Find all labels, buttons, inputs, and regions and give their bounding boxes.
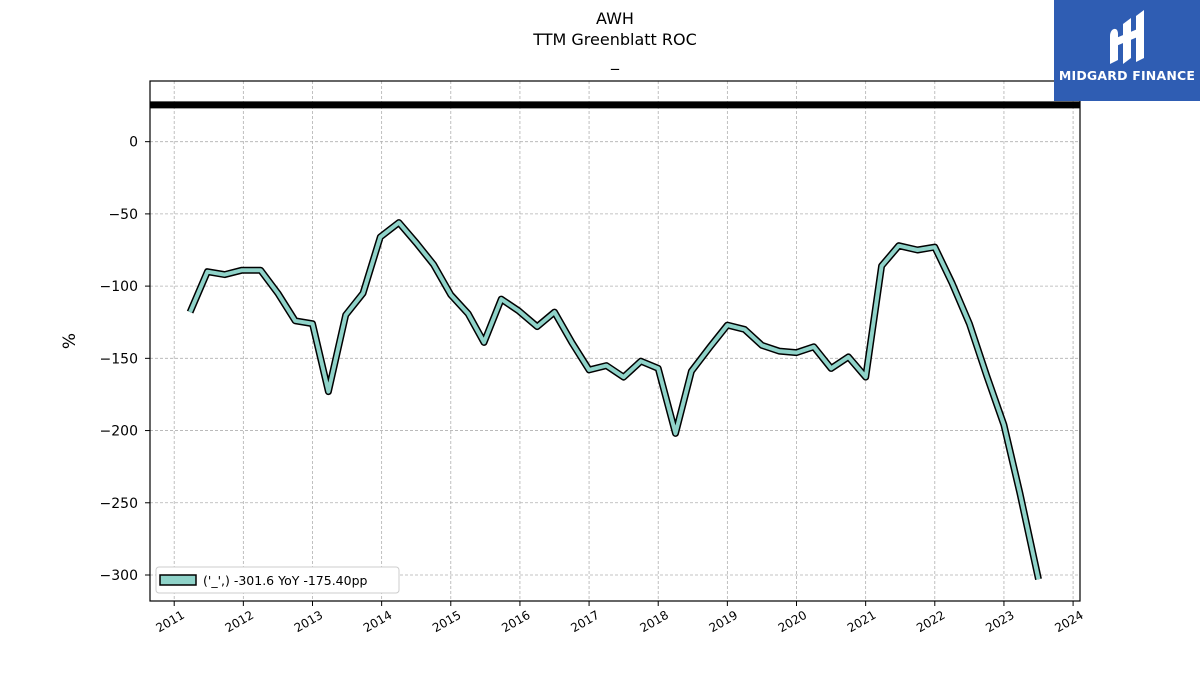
y-tick-label: −200 [100,424,138,440]
x-tick-label: 2022 [914,608,947,635]
plot-frame [149,80,1081,602]
chart-title-line-1: AWH [596,9,634,28]
x-tick-label: 2012 [223,608,256,635]
x-tick-label: 2013 [292,608,325,635]
y-tick-label: −150 [100,351,138,367]
x-tick-label: 2020 [776,608,809,635]
x-tick-label: 2019 [707,608,740,635]
chart-title-line-2: TTM Greenblatt ROC [533,30,697,49]
x-tick-label: 2016 [499,608,532,635]
y-axis-label: % [60,333,80,349]
x-tick-label: 2018 [637,608,670,635]
y-tick-label: 0 [129,135,138,151]
x-tick-label: 2021 [845,608,878,635]
series-line-outline [186,219,1042,581]
y-tick-label: −300 [100,568,138,584]
chart-title: AWH TTM Greenblatt ROC _ [0,8,1200,71]
brand-logo: MIDGARD FINANCE [1054,0,1200,101]
x-tick-label: 2015 [430,608,463,635]
y-tick-label: −50 [108,207,138,223]
series-line [188,220,1041,580]
legend-swatch [159,574,197,586]
x-tick-label: 2024 [1052,608,1085,635]
x-tick-label: 2014 [361,608,394,635]
x-tick-label: 2011 [153,608,186,635]
logo-mark-icon [1110,10,1144,64]
legend-label: ('_',) -301.6 YoY -175.40pp [203,573,368,588]
logo-text: MIDGARD FINANCE [1058,68,1196,83]
y-tick-label: −100 [100,279,138,295]
y-tick-label: −250 [100,496,138,512]
chart-title-line-3: _ [611,51,619,70]
x-tick-label: 2023 [983,608,1016,635]
legend-box [155,566,400,594]
x-tick-label: 2017 [568,608,601,635]
